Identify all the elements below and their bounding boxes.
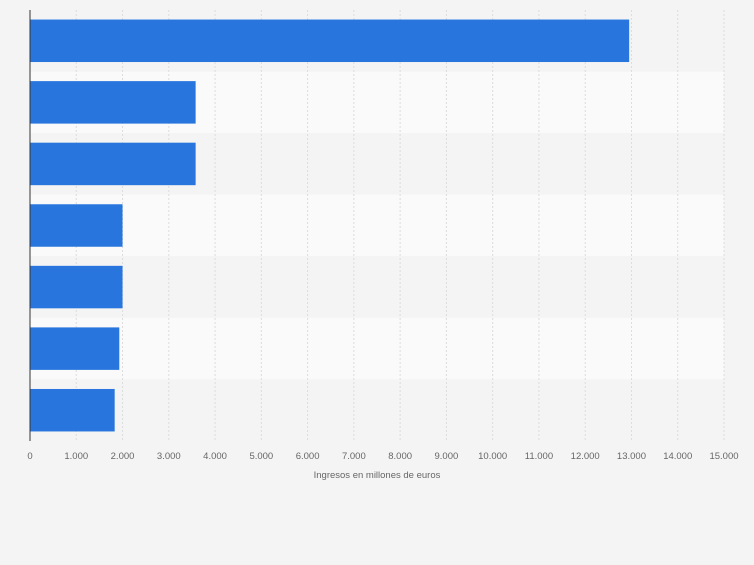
x-tick-label: 15.000 xyxy=(709,451,738,462)
x-tick-label: 9.000 xyxy=(435,451,459,462)
x-tick-label: 5.000 xyxy=(249,451,273,462)
x-tick-label: 3.000 xyxy=(157,451,181,462)
bar xyxy=(30,265,123,309)
x-tick-label: 6.000 xyxy=(296,451,320,462)
bar xyxy=(30,81,196,124)
x-tick-label: 13.000 xyxy=(617,451,646,462)
x-tick-label: 0 xyxy=(27,451,32,462)
x-tick-label: 10.000 xyxy=(478,451,507,462)
bar xyxy=(30,142,196,186)
x-tick-label: 7.000 xyxy=(342,451,366,462)
row-band xyxy=(30,194,724,257)
bar xyxy=(30,204,123,247)
row-band xyxy=(30,256,724,318)
row-band xyxy=(30,379,724,441)
x-tick-label: 8.000 xyxy=(388,451,412,462)
x-tick-label: 4.000 xyxy=(203,451,227,462)
bar xyxy=(30,19,630,63)
bar xyxy=(30,388,115,432)
row-bands xyxy=(30,10,724,441)
x-tick-label: 14.000 xyxy=(663,451,692,462)
x-tick-label: 12.000 xyxy=(571,451,600,462)
x-axis-label: Ingresos en millones de euros xyxy=(314,470,441,481)
x-tick-label: 1.000 xyxy=(64,451,88,462)
bars xyxy=(30,19,630,432)
bar xyxy=(30,327,120,370)
row-band xyxy=(30,317,724,380)
tick-labels: 0 1.000 2.000 3.000 4.000 5.000 6.000 7.000 8.00… xyxy=(27,451,738,462)
x-tick-label: 2.000 xyxy=(111,451,135,462)
x-tick-label: 11.000 xyxy=(525,451,553,462)
